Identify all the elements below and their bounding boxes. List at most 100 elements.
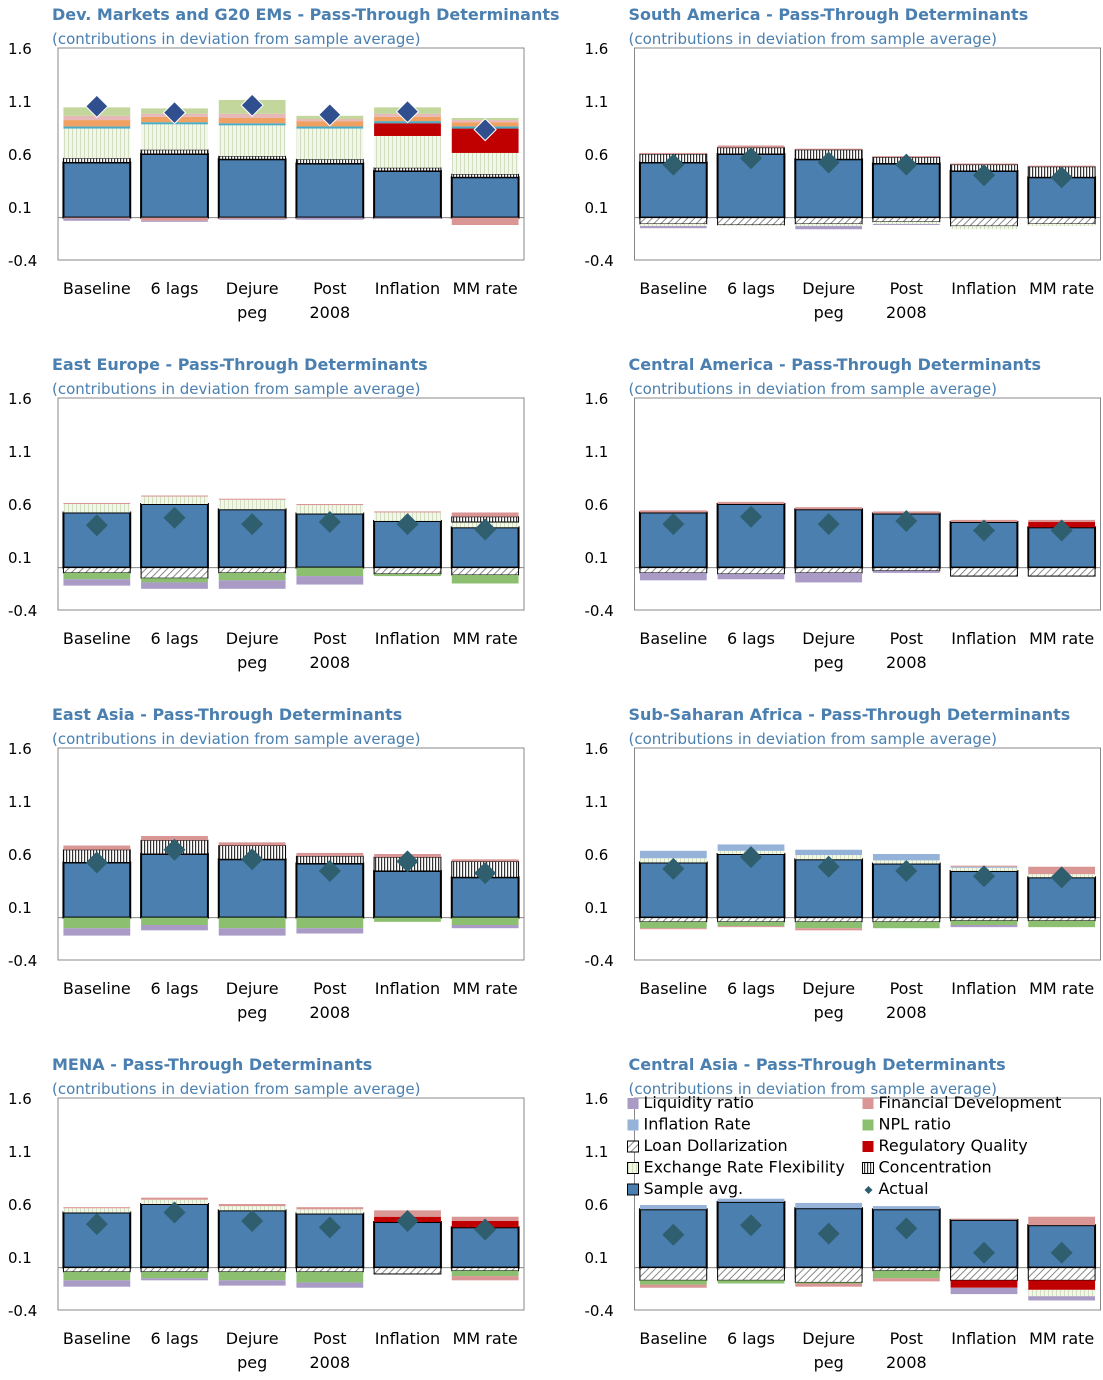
- x-tick-label: Post: [890, 279, 923, 298]
- bar-segment-liquidity: [950, 1287, 1018, 1295]
- bar-segment-loan_dollarization: [717, 1267, 785, 1281]
- bar-segment-other_orange: [218, 117, 286, 124]
- bar-segment-npl: [374, 917, 441, 922]
- bar-segment-exchange_rate_flex: [717, 225, 785, 227]
- bar-segment-exchange_rate_flex: [63, 504, 131, 513]
- actual-marker: [662, 857, 685, 880]
- chart-panel-6: MENA - Pass-Through Determinants (contrib…: [8, 1055, 525, 1372]
- chart-panel-4: East Asia - Pass-Through Determinants (co…: [8, 705, 525, 1022]
- chart-subtitle: (contributions in deviation from sample …: [629, 30, 998, 48]
- legend-label-liquidity: Liquidity ratio: [644, 1093, 754, 1112]
- bar-segment-financial_dev: [795, 148, 863, 150]
- bar-segment-financial_dev: [717, 926, 785, 928]
- legend-swatch-npl: [862, 1119, 874, 1131]
- bar-segment-liquidity: [296, 576, 364, 585]
- bar-segment-loan_dollarization: [794, 567, 863, 574]
- bar-segment-npl: [296, 567, 364, 577]
- bar-segment-loan_dollarization: [794, 1267, 863, 1283]
- bar-segment-npl: [451, 575, 519, 584]
- bar-segment-loan_dollarization: [451, 1267, 520, 1272]
- actual-marker: [474, 862, 497, 885]
- bar-segment-loan_dollarization: [872, 1267, 941, 1272]
- y-tick-label: 0.6: [8, 1196, 32, 1214]
- x-tick-label: Dejure: [802, 979, 855, 998]
- bar-segment-liquidity: [141, 220, 208, 222]
- x-tick-label: MM rate: [1029, 979, 1094, 998]
- x-tick-label: peg: [237, 1003, 267, 1022]
- y-tick-label: 0.6: [585, 496, 609, 514]
- bar-segment-exchange_rate_flex: [296, 1209, 364, 1214]
- actual-marker: [817, 855, 840, 878]
- bar-segment-financial_dev: [639, 152, 707, 154]
- bar-segment-liquidity: [374, 217, 441, 219]
- bar-segment-npl: [296, 917, 364, 929]
- bar-segment-financial_dev: [950, 1218, 1018, 1220]
- actual-marker: [895, 859, 918, 882]
- bar-segment-loan_dollarization: [639, 217, 708, 225]
- bar-segment-financial_dev: [451, 217, 519, 226]
- plot-area: [57, 397, 525, 611]
- bar-segment-liquidity: [296, 1282, 364, 1288]
- x-tick-label: 2008: [886, 303, 927, 322]
- y-tick-label: 1.6: [585, 40, 609, 58]
- bar-segment-npl: [639, 921, 707, 929]
- bar-segment-npl: [141, 917, 208, 926]
- actual-marker: [240, 93, 264, 117]
- actual-marker: [473, 117, 497, 142]
- x-tick-label: 2008: [309, 653, 350, 672]
- bar-segment-other_orange: [63, 120, 131, 127]
- x-tick-label: peg: [237, 653, 267, 672]
- y-tick-label: -0.4: [8, 252, 37, 270]
- bar-segment-npl: [795, 1282, 863, 1284]
- x-tick-label: 2008: [886, 653, 927, 672]
- bar-segment-financial_dev: [218, 842, 286, 846]
- bar-segment-liquidity: [950, 925, 1018, 928]
- bar-segment-npl: [950, 920, 1018, 926]
- y-tick-label: -0.4: [8, 952, 37, 970]
- legend-label-npl: NPL ratio: [879, 1115, 952, 1134]
- bar-segment-inflation_rate: [717, 1198, 785, 1202]
- y-tick-label: 1.1: [585, 443, 609, 461]
- x-tick-label: Post: [313, 979, 346, 998]
- bar-segment-sample_avg: [140, 153, 209, 219]
- chart-panel-5: Sub-Saharan Africa - Pass-Through Determ…: [585, 705, 1101, 1022]
- bar-segment-financial_dev: [1028, 165, 1096, 167]
- plot-area: [634, 1097, 1101, 1311]
- legend-label-exchange_rate_flex: Exchange Rate Flexibility: [644, 1158, 845, 1177]
- plot-area: [634, 747, 1101, 961]
- legend-swatch-concentration: [862, 1162, 874, 1174]
- bar-segment-loan_dollarization: [872, 217, 941, 223]
- chart-panel-3: Central America - Pass-Through Determina…: [585, 355, 1101, 672]
- chart-title: Central America - Pass-Through Determina…: [629, 355, 1042, 374]
- y-tick-label: -0.4: [585, 602, 614, 620]
- x-tick-label: Dejure: [802, 629, 855, 648]
- x-tick-label: Baseline: [63, 279, 131, 298]
- bar-segment-liquidity: [717, 573, 785, 580]
- bar-segment-financial_dev: [451, 1276, 519, 1281]
- y-tick-label: 1.1: [8, 1143, 32, 1161]
- bar-segment-exchange_rate_flex: [218, 1206, 286, 1211]
- actual-marker: [396, 850, 419, 873]
- actual-marker: [973, 1241, 995, 1264]
- y-tick-label: 0.6: [8, 146, 32, 164]
- chart-title: South America - Pass-Through Determinant…: [629, 5, 1029, 24]
- actual-marker: [1050, 1241, 1073, 1264]
- chart-subtitle: (contributions in deviation from sample …: [52, 380, 421, 398]
- y-tick-label: 0.6: [585, 1196, 609, 1214]
- bar-segment-liquidity: [141, 582, 208, 589]
- bar-segment-npl: [141, 578, 208, 583]
- x-tick-label: peg: [814, 653, 844, 672]
- bar-segment-financial_dev: [950, 163, 1018, 165]
- x-tick-label: 2008: [886, 1003, 927, 1022]
- bar-segment-liquidity: [141, 925, 208, 931]
- y-tick-label: 1.6: [8, 740, 32, 758]
- actual-marker: [973, 519, 995, 542]
- bar-segment-npl: [218, 572, 286, 581]
- bar-segment-sample_avg: [62, 161, 132, 219]
- x-tick-label: Dejure: [226, 979, 279, 998]
- legend-swatch-exchange_rate_flex: [627, 1162, 639, 1174]
- y-tick-label: 1.1: [8, 443, 32, 461]
- bar-segment-npl: [63, 917, 131, 929]
- bar-segment-liquidity: [872, 570, 940, 573]
